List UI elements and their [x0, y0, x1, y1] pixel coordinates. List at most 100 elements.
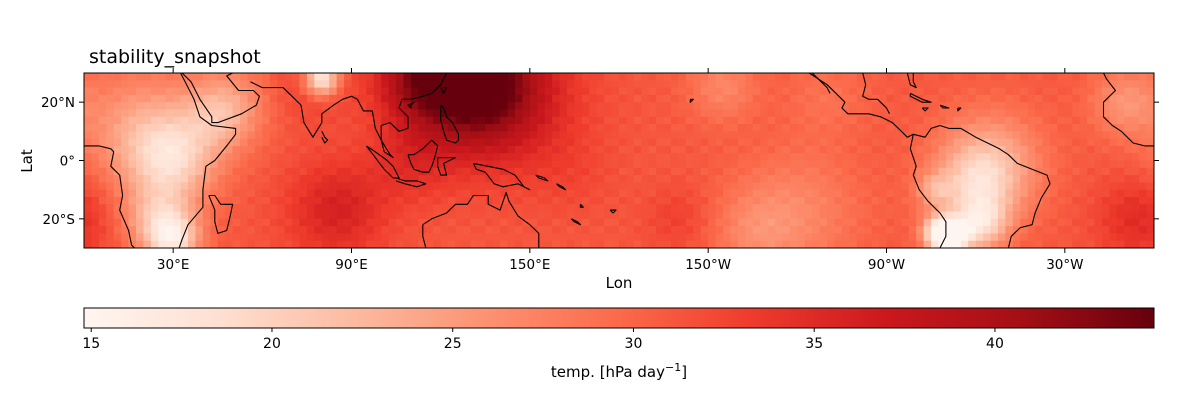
heatmap-cell	[98, 102, 107, 111]
heatmap-cell	[136, 124, 145, 132]
heatmap-cell	[388, 138, 397, 147]
heatmap-cell	[306, 116, 315, 125]
heatmap-cell	[1139, 87, 1148, 96]
heatmap-cell	[84, 189, 93, 198]
heatmap-cell	[136, 131, 145, 140]
heatmap-cell	[604, 233, 613, 242]
heatmap-cell	[1101, 175, 1111, 183]
heatmap-cell	[1146, 73, 1154, 81]
heatmap-cell	[789, 189, 798, 198]
heatmap-cell	[975, 167, 984, 176]
heatmap-cell	[619, 196, 628, 205]
heatmap-cell	[633, 124, 642, 132]
heatmap-cell	[923, 109, 932, 118]
heatmap-cell	[277, 182, 286, 191]
heatmap-cell	[611, 94, 620, 103]
heatmap-cell	[113, 131, 122, 140]
heatmap-cell	[693, 204, 702, 213]
heatmap-cell	[351, 196, 360, 205]
heatmap-cell	[745, 153, 754, 162]
heatmap-cell	[849, 102, 858, 111]
heatmap-cell	[522, 124, 531, 132]
heatmap-cell	[804, 80, 813, 89]
heatmap-cell	[388, 189, 397, 198]
heatmap-cell	[923, 80, 932, 89]
heatmap-cell	[433, 233, 442, 242]
heatmap-cell	[1072, 175, 1081, 183]
heatmap-cell	[700, 145, 709, 154]
heatmap-cell	[671, 189, 680, 198]
heatmap-cell	[299, 167, 308, 176]
heatmap-cell	[217, 189, 226, 198]
heatmap-cell	[358, 80, 367, 89]
heatmap-cell	[98, 138, 107, 147]
heatmap-cell	[656, 131, 665, 140]
heatmap-cell	[685, 160, 694, 169]
heatmap-cell	[462, 102, 471, 111]
heatmap-cell	[737, 204, 746, 213]
heatmap-cell	[581, 116, 590, 125]
heatmap-cell	[410, 160, 419, 169]
heatmap-cell	[1094, 226, 1103, 235]
heatmap-cell	[819, 124, 828, 132]
heatmap-cell	[997, 124, 1006, 132]
heatmap-cell	[693, 73, 702, 81]
heatmap-cell	[849, 153, 858, 162]
heatmap-cell	[983, 196, 992, 205]
heatmap-cell	[990, 204, 999, 213]
heatmap-cell	[678, 124, 687, 132]
heatmap-cell	[908, 196, 917, 205]
heatmap-cell	[604, 204, 613, 213]
heatmap-cell	[864, 226, 873, 235]
heatmap-cell	[366, 116, 375, 125]
heatmap-cell	[1057, 182, 1066, 191]
heatmap-cell	[812, 109, 821, 118]
heatmap-cell	[522, 80, 531, 89]
heatmap-cell	[1072, 218, 1081, 227]
coastline	[689, 98, 694, 103]
heatmap-cell	[418, 131, 427, 140]
heatmap-cell	[522, 233, 531, 242]
heatmap-cell	[797, 204, 806, 213]
heatmap-cell	[648, 189, 657, 198]
heatmap-cell	[507, 226, 516, 235]
heatmap-cell	[514, 87, 523, 96]
heatmap-cell	[158, 218, 167, 227]
heatmap-cell	[611, 218, 620, 227]
heatmap-cell	[997, 189, 1006, 198]
heatmap-cell	[277, 124, 286, 132]
heatmap-cell	[165, 211, 174, 220]
heatmap-cell	[247, 116, 256, 125]
heatmap-cell	[1005, 73, 1014, 81]
heatmap-cell	[440, 124, 449, 132]
heatmap-cell	[366, 94, 375, 103]
heatmap-cell	[604, 160, 613, 169]
heatmap-cell	[767, 94, 776, 103]
heatmap-cell	[901, 204, 910, 213]
heatmap-cell	[589, 167, 598, 176]
heatmap-cell	[522, 153, 531, 162]
heatmap-cell	[737, 145, 746, 154]
heatmap-cell	[143, 80, 152, 89]
heatmap-cell	[871, 182, 880, 191]
heatmap-cell	[254, 204, 263, 213]
heatmap-cell	[997, 160, 1006, 169]
heatmap-cell	[537, 240, 546, 248]
heatmap-cell	[232, 218, 241, 227]
heatmap-cell	[604, 226, 613, 235]
heatmap-cell	[945, 116, 954, 125]
heatmap-cell	[98, 160, 107, 169]
heatmap-cell	[321, 226, 330, 235]
heatmap-cell	[1116, 153, 1125, 162]
heatmap-cell	[871, 175, 880, 183]
heatmap-cell	[678, 138, 687, 147]
heatmap-cell	[537, 211, 546, 220]
heatmap-cell	[485, 196, 494, 205]
x-tick-label: 150°W	[685, 257, 731, 273]
heatmap-cell	[247, 196, 256, 205]
heatmap-cell	[767, 218, 776, 227]
heatmap-cell	[462, 175, 471, 183]
heatmap-cell	[760, 233, 769, 242]
heatmap-cell	[834, 211, 843, 220]
heatmap-cell	[864, 233, 873, 242]
